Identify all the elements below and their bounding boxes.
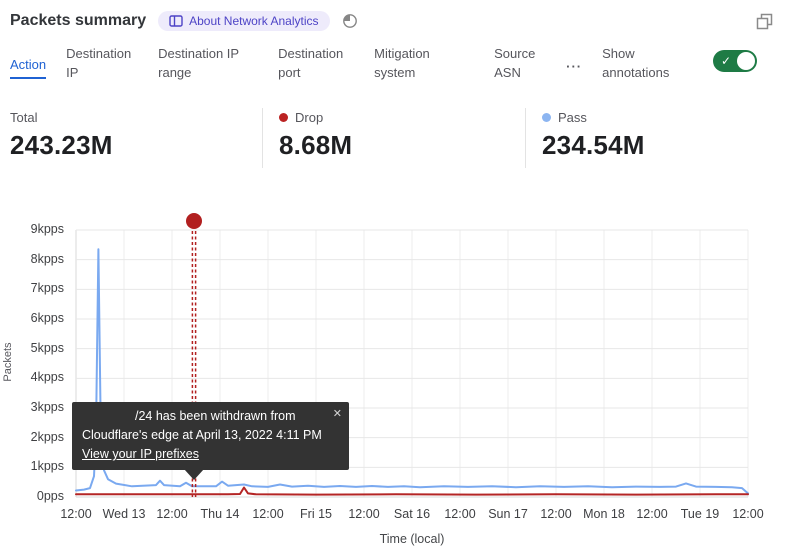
horizontal-gridlines — [76, 229, 748, 498]
y-tick-label: 6kpps — [30, 311, 64, 325]
annotation-tooltip: ✕ /24 has been withdrawn from Cloudflare… — [72, 402, 349, 470]
x-tick-label: Tue 19 — [680, 507, 720, 521]
x-tick-label: 12:00 — [156, 507, 188, 521]
y-tick-label: 7kpps — [30, 281, 64, 296]
stat-pass-value: 234.54M — [542, 130, 645, 160]
stat-drop-value: 8.68M — [279, 130, 353, 160]
pass-dot-icon — [542, 113, 551, 122]
x-tick-label: 12:00 — [252, 507, 284, 521]
x-tick-label: 12:00 — [444, 507, 476, 521]
x-tick-label: Fri 15 — [300, 507, 332, 521]
x-tick-label: Sat 16 — [393, 507, 431, 521]
badge-label: About Network Analytics — [189, 14, 319, 28]
tab-action[interactable]: Action — [10, 56, 47, 79]
x-tick-label: 12:00 — [732, 507, 764, 521]
annotation-marker[interactable] — [186, 213, 202, 229]
tab-destination-port[interactable]: Destination port — [278, 46, 344, 80]
clock-icon[interactable] — [342, 13, 358, 29]
tooltip-text-line1: /24 has been withdrawn from — [135, 409, 296, 423]
header: Packets summary About Network Analytics — [10, 8, 773, 34]
stat-pass-label: Pass — [558, 110, 587, 125]
x-tick-label: Mon 18 — [583, 507, 625, 521]
y-tick-label: 3kpps — [30, 400, 64, 414]
x-tick-label: 12:00 — [540, 507, 572, 521]
view-ip-prefixes-link[interactable]: View your IP prefixes — [82, 447, 199, 461]
y-tick-label: 8kpps — [30, 251, 64, 266]
tooltip-text-line2: Cloudflare's edge at April 13, 2022 4:11… — [82, 428, 322, 442]
packets-chart — [75, 213, 749, 498]
stat-total-value: 243.23M — [10, 130, 113, 160]
tooltip-caret — [184, 469, 204, 480]
more-tabs-ellipsis-icon[interactable]: ··· — [566, 59, 583, 74]
tab-source-asn[interactable]: Source ASN — [494, 46, 536, 80]
y-tick-label: 4kpps — [30, 370, 64, 385]
tab-destination-ip-range[interactable]: Destination IP range — [158, 46, 239, 80]
tab-mitigation-system[interactable]: Mitigation system — [374, 46, 430, 80]
stat-total-label: Total — [10, 110, 38, 125]
drop-series-line — [75, 486, 749, 496]
x-tick-label: Sun 17 — [488, 507, 528, 521]
page-title: Packets summary — [10, 12, 147, 29]
y-tick-label: 0pps — [36, 489, 64, 503]
show-annotations-label: Show annotations — [602, 46, 670, 80]
check-icon: ✓ — [721, 54, 732, 68]
x-tick-label: Thu 14 — [200, 507, 240, 521]
stat-pass: Pass 234.54M — [525, 108, 785, 168]
x-tick-label: 12:00 — [60, 507, 92, 521]
stat-total: Total 243.23M — [0, 108, 262, 168]
x-tick-label: 12:00 — [636, 507, 668, 521]
x-tick-label: Wed 13 — [102, 507, 146, 521]
expand-icon[interactable] — [756, 13, 773, 30]
stats-row: Total 243.23M Drop 8.68M Pass 234.54M — [0, 108, 785, 168]
drop-dot-icon — [279, 113, 288, 122]
chart: Packets 9kpps 8kpps 7kpps 6kpps 5kpps 4kpps 3k… — [0, 210, 785, 555]
stat-drop-label: Drop — [295, 110, 324, 125]
tab-destination-ip[interactable]: Destination IP — [66, 46, 132, 80]
x-tick-label: 12:00 — [348, 507, 380, 521]
y-tick-label: 1kpps — [30, 459, 64, 474]
dimension-tabs: Action Destination IP Destination IP ran… — [10, 45, 757, 83]
annotations-toggle[interactable]: ✓ — [713, 50, 757, 72]
y-tick-label: 5kpps — [30, 340, 64, 355]
about-network-analytics-badge[interactable]: About Network Analytics — [158, 11, 330, 31]
y-tick-label: 9kpps — [30, 222, 64, 236]
stat-drop: Drop 8.68M — [262, 108, 525, 168]
pass-series-line — [75, 248, 749, 495]
x-axis-title: Time (local) — [379, 532, 445, 546]
book-icon — [169, 15, 183, 27]
y-tick-label: 2kpps — [30, 429, 64, 444]
toggle-knob — [737, 52, 755, 70]
close-icon[interactable]: ✕ — [332, 408, 342, 420]
